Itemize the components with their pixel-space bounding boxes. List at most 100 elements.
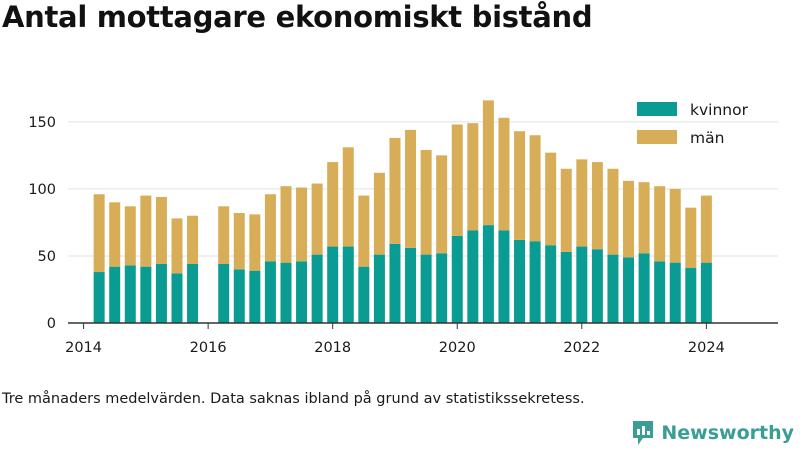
bar-man [498,117,510,231]
bar-man [436,155,448,254]
bar-man [482,100,494,226]
bar-man [373,172,385,255]
x-tick-label: 2020 [439,340,476,356]
bar-kvinnor [342,246,354,323]
bar-man [296,187,308,262]
brand-logo: Newsworthy [631,420,794,446]
newsworthy-logo-icon [633,421,654,445]
bar-kvinnor [124,265,136,323]
bar-kvinnor [545,245,557,323]
x-tick-label: 2024 [688,340,725,356]
bar-kvinnor [155,263,167,323]
bar-kvinnor [482,225,494,323]
bar-man [638,182,650,254]
bar-man [249,214,261,271]
bar-man [140,195,152,267]
bar-man [155,196,167,264]
y-tick-label: 100 [28,182,56,198]
bar-man [529,135,541,242]
bar-man [654,186,666,262]
bar-man [700,195,712,263]
bar-kvinnor [467,230,479,323]
bar-man [124,206,136,266]
bar-kvinnor [638,253,650,323]
chart-title: Antal mottagare ekonomiskt bistånd [2,0,593,34]
x-tick-label: 2014 [65,340,102,356]
bar-kvinnor [451,235,463,323]
bar-kvinnor [373,254,385,323]
bar-man [358,195,370,267]
bar-man [109,202,121,267]
bar-kvinnor [498,230,510,323]
bar-kvinnor [249,270,261,323]
y-tick-label: 50 [38,249,56,265]
bar-kvinnor [264,261,276,323]
bar-kvinnor [685,268,697,323]
bar-kvinnor [607,254,619,323]
bar-kvinnor [296,261,308,323]
bar-kvinnor [233,269,245,323]
legend: kvinnor män [637,101,749,147]
x-axis: 2014 2016 2018 2020 2022 2024 [65,322,778,356]
bar-man [607,168,619,255]
brand-name: Newsworthy [661,422,794,444]
bar-chart: 0 50 100 150 2014 2016 2018 2020 2022 2024 kvinn… [28,100,778,356]
bar-man [576,159,588,247]
bar-man [233,213,245,270]
bar-man [93,194,105,273]
y-axis-ticks: 0 50 100 150 [28,115,56,332]
bar-man [280,186,292,263]
legend-swatch-kvinnor [637,102,677,116]
bar-kvinnor [514,239,526,323]
bar-kvinnor [420,254,432,323]
bar-man [467,123,479,231]
x-tick-label: 2022 [563,340,600,356]
bar-man [218,206,230,264]
chart-caption: Tre månaders medelvärden. Data saknas ib… [2,391,585,407]
bar-kvinnor [93,272,105,323]
bar-man [420,149,432,255]
bar-kvinnor [280,262,292,323]
bar-man [187,215,199,264]
y-tick-label: 150 [28,115,56,131]
bar-man [264,194,276,262]
bars [93,100,712,323]
bar-kvinnor [529,241,541,323]
x-tick-label: 2016 [190,340,227,356]
bar-kvinnor [560,251,572,323]
bar-kvinnor [405,247,417,323]
bar-man [591,162,603,250]
legend-label: kvinnor [690,101,749,119]
bar-kvinnor [654,261,666,323]
bar-man [685,207,697,269]
bar-kvinnor [218,263,230,323]
y-tick-label: 0 [47,316,56,332]
bar-man [171,218,183,274]
bar-kvinnor [327,246,339,323]
bar-man [560,168,572,252]
bar-kvinnor [187,263,199,323]
x-tick-label: 2018 [314,340,351,356]
bar-kvinnor [700,262,712,323]
bar-kvinnor [623,257,635,323]
bar-man [405,129,417,248]
bar-man [451,124,463,236]
bar-kvinnor [389,243,401,323]
legend-swatch-män [637,130,677,144]
bar-man [389,137,401,244]
bar-man [545,152,557,246]
bar-kvinnor [109,266,121,323]
bar-man [623,180,635,258]
bar-kvinnor [576,246,588,323]
bar-kvinnor [436,253,448,323]
legend-label: män [690,129,724,147]
bar-kvinnor [669,262,681,323]
bar-kvinnor [591,249,603,323]
bar-man [311,183,323,255]
bar-man [342,147,354,247]
bar-man [327,162,339,247]
bar-kvinnor [171,273,183,323]
bar-man [669,188,681,263]
bar-man [514,131,526,240]
bar-kvinnor [140,266,152,323]
